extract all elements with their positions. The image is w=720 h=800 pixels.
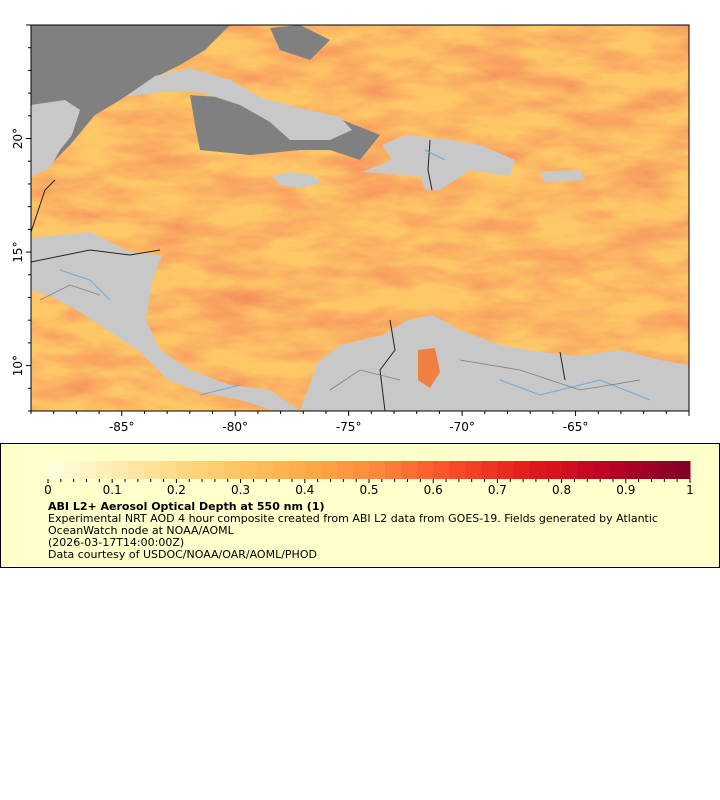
legend-description: Experimental NRT AOD 4 hour composite cr… <box>48 512 658 525</box>
colorbar-swatch <box>593 461 611 479</box>
colorbar-tick-label: 0 <box>44 483 52 497</box>
colorbar-swatch <box>352 461 370 479</box>
land-south-america <box>300 315 689 411</box>
colorbar-swatch <box>288 461 306 479</box>
colorbar-swatch <box>577 461 595 479</box>
colorbar-tick-label: 0.8 <box>552 483 571 497</box>
colorbar-swatch <box>545 461 563 479</box>
colorbar-swatch <box>80 461 97 479</box>
colorbar-swatch <box>449 461 466 479</box>
x-tick-label: -85° <box>109 420 135 434</box>
colorbar-swatch <box>481 461 498 479</box>
y-tick-label: 10° <box>11 355 25 376</box>
colorbar-swatch <box>673 461 691 479</box>
colorbar-swatch <box>625 461 643 479</box>
colorbar-swatch <box>433 461 450 479</box>
colorbar-swatch <box>224 461 242 479</box>
colorbar-tick-label: 0.5 <box>359 483 378 497</box>
colorbar-swatch <box>369 461 386 479</box>
legend-panel: 0 0.1 0.2 0.3 0.4 0.5 0.6 0.7 0.8 0.9 1 ABI L2+ Ae… <box>0 443 720 568</box>
colorbar-swatch <box>320 461 338 479</box>
colorbar-swatch <box>272 461 290 479</box>
aod-map: -85° -80° -75° -70° -65° 20° 15° 10° <box>11 24 690 434</box>
land-hispaniola <box>362 135 515 190</box>
colorbar-swatch <box>336 461 354 479</box>
colorbar-swatch <box>609 461 627 479</box>
colorbar-swatch <box>417 461 434 479</box>
x-tick-label: -65° <box>563 420 589 434</box>
state-lines <box>39 284 641 391</box>
colorbar-swatch <box>256 461 274 479</box>
colorbar-swatch <box>513 461 530 479</box>
country-border <box>31 139 566 411</box>
land-central-america <box>31 232 300 411</box>
colorbar-tick-label: 0.2 <box>167 483 186 497</box>
colorbar-swatch <box>304 461 322 479</box>
colorbar-swatch <box>112 461 129 479</box>
colorbar-swatch <box>176 461 193 479</box>
legend-time: (2026-03-17T14:00:00Z) <box>48 536 185 549</box>
colorbar-swatch <box>240 461 258 479</box>
colorbar-swatch <box>64 461 81 479</box>
land-yucatan <box>31 100 80 176</box>
land-jamaica <box>272 172 322 188</box>
colorbar-swatch <box>128 461 145 479</box>
x-tick-label: -70° <box>449 420 475 434</box>
y-tick-label: 15° <box>11 241 25 262</box>
colorbar-tick-label: 1 <box>686 483 694 497</box>
legend-credit: Data courtesy of USDOC/NOAA/OAR/AOML/PHO… <box>48 548 317 561</box>
x-tick-label: -75° <box>336 420 362 434</box>
colorbar-swatch <box>657 461 675 479</box>
colorbar-swatch <box>96 461 113 479</box>
land-puerto-rico <box>540 170 585 182</box>
legend-description-cont: OceanWatch node at NOAA/AOML <box>48 524 234 537</box>
colorbar-tick-label: 0.6 <box>424 483 443 497</box>
colorbar-swatch <box>465 461 482 479</box>
no-data-region <box>31 25 230 172</box>
colorbar-swatch <box>497 461 514 479</box>
colorbar-swatch <box>192 461 209 479</box>
lake-maracaibo <box>418 348 440 388</box>
colorbar-swatch <box>561 461 579 479</box>
legend-title: ABI L2+ Aerosol Optical Depth at 550 nm … <box>48 500 325 513</box>
colorbar-swatch <box>641 461 659 479</box>
x-tick-label: -80° <box>222 420 248 434</box>
colorbar: 0 0.1 0.2 0.3 0.4 0.5 0.6 0.7 0.8 0.9 1 <box>44 461 694 497</box>
land-cuba <box>125 68 352 140</box>
colorbar-tick-label: 0.9 <box>616 483 635 497</box>
colorbar-tick-label: 0.4 <box>295 483 314 497</box>
colorbar-swatch <box>385 461 402 479</box>
colorbar-swatch <box>401 461 418 479</box>
colorbar-swatch <box>529 461 547 479</box>
colorbar-swatch <box>208 461 226 479</box>
colorbar-swatch <box>144 461 161 479</box>
colorbar-swatch <box>48 461 65 479</box>
no-data-region-north <box>270 25 330 60</box>
colorbar-swatch <box>160 461 177 479</box>
colorbar-tick-label: 0.7 <box>488 483 507 497</box>
map-frame <box>30 24 690 412</box>
y-tick-label: 20° <box>11 128 25 149</box>
colorbar-tick-label: 0.3 <box>231 483 250 497</box>
colorbar-tick-label: 0.1 <box>103 483 122 497</box>
river-lines <box>59 149 651 401</box>
